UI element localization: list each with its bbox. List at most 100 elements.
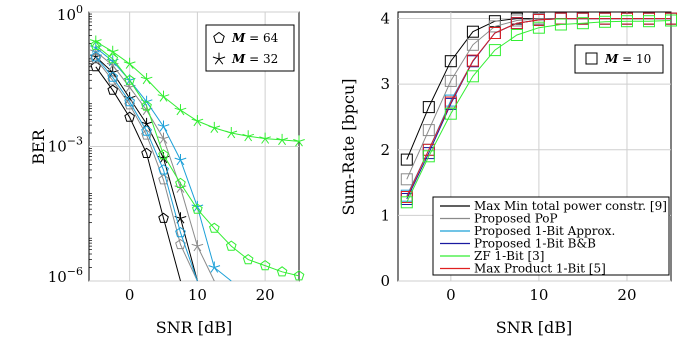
sumrate-point (621, 15, 633, 28)
legend-m32-value: = 32 (249, 52, 278, 66)
svg-text:M = 32: M = 32 (231, 52, 278, 66)
sumrate-ylabel: Sum-Rate [bpcu] (339, 78, 358, 215)
sumrate-point (466, 70, 479, 83)
ber-point (157, 132, 170, 144)
ber-xtick-label: 10 (188, 286, 207, 304)
ber-point (208, 121, 221, 133)
ber-point (158, 174, 169, 185)
sumrate-ytick-label: 0 (380, 272, 390, 290)
ber-point (225, 126, 238, 139)
sumrate-legend: Max Min total power constr. [9]Proposed … (432, 196, 670, 276)
sumrate-point (488, 44, 501, 57)
ber-legend-box (205, 24, 295, 72)
sumrate-point (510, 29, 523, 41)
legend-m64-label: M (231, 31, 246, 45)
ber-series (89, 35, 305, 282)
legend-pentagon-marker (213, 31, 225, 43)
ber-point (174, 153, 187, 166)
ber-xtick-label: 20 (256, 286, 275, 304)
ber-point (293, 270, 305, 281)
ber-point (89, 41, 102, 53)
sumrate-point (444, 55, 457, 68)
ber-xtick-label: 0 (125, 286, 135, 304)
ber-point (192, 203, 203, 214)
sumrate-point (400, 173, 413, 186)
ber-point (106, 45, 119, 57)
ber-point (90, 39, 102, 50)
sumrate-point (466, 25, 479, 38)
ber-point (174, 104, 187, 116)
sumrate-point (422, 150, 435, 163)
ber-ylabel: BER (29, 128, 48, 164)
ber-panel: 0 10 20 10−6 10−3 100 SNR [dB] BER M = 64 M =… (29, 3, 305, 337)
ber-point (141, 147, 152, 158)
sumrate-legend-box (432, 196, 670, 276)
sumrate-point (532, 21, 545, 34)
ber-point (141, 125, 152, 136)
ber-point (107, 84, 119, 95)
ber-point (175, 226, 186, 238)
ber-point (158, 212, 169, 223)
ber-point (276, 266, 288, 277)
ber-point (90, 51, 102, 62)
sumrate-ytick-label: 3 (380, 75, 390, 93)
sumrate-xtick-label: 0 (446, 286, 456, 304)
ber-point (191, 114, 204, 127)
ber-legend: M = 64 M = 32 (205, 24, 295, 72)
ber-point (124, 74, 135, 85)
ber-point (158, 164, 169, 175)
sumrate-xtick-label: 10 (529, 286, 548, 304)
legend-m64-value: = 64 (249, 31, 279, 45)
ber-point (89, 35, 102, 47)
ber-point (225, 240, 237, 251)
annotation-box (574, 44, 664, 74)
sumrate-point (643, 15, 655, 28)
ber-point (107, 71, 119, 82)
ber-point (175, 177, 186, 188)
ber-series-line (95, 56, 198, 282)
ber-point (124, 96, 135, 107)
ber-series-line (95, 45, 300, 277)
legend-entry-label: Proposed PoP (474, 212, 558, 226)
sumrate-point (466, 54, 479, 67)
legend-entry-label: Proposed 1-Bit Approx. (474, 224, 615, 238)
sumrate-series-line (406, 18, 671, 198)
sumrate-point (400, 196, 413, 209)
sumrate-point (532, 13, 545, 26)
ber-point (293, 135, 305, 147)
ber-point (124, 111, 135, 122)
ber-point (191, 240, 204, 252)
ber-point (107, 53, 119, 64)
ber-point (276, 133, 288, 146)
sumrate-ytick-label: 4 (380, 10, 390, 28)
sumrate-annotation: M = 10 (574, 44, 664, 74)
ber-point (140, 95, 153, 107)
annotation-value: = 10 (622, 52, 651, 66)
legend-entry-label: Max Product 1-Bit [5] (474, 262, 606, 276)
ber-point (141, 100, 152, 111)
ber-ytick-label: 100 (57, 3, 83, 24)
sumrate-point (599, 15, 611, 28)
legend-star-marker (212, 52, 226, 65)
ber-series-line (95, 66, 181, 282)
ber-point (174, 212, 187, 224)
sumrate-ytick-label: 1 (380, 206, 390, 224)
ber-point (158, 149, 169, 160)
sumrate-point (488, 20, 501, 33)
ber-point (140, 72, 153, 85)
sumrate-ytick-label: 2 (380, 141, 390, 159)
sumrate-point (510, 17, 523, 30)
ber-point (259, 132, 271, 144)
ber-ticks: 0 10 20 10−6 10−3 100 (48, 3, 275, 304)
ber-point (106, 66, 119, 78)
ber-point (242, 130, 255, 142)
ber-point (242, 253, 254, 265)
ber-point (208, 261, 221, 273)
ber-point (259, 259, 271, 271)
sumrate-point (422, 101, 435, 114)
legend-entry-label: ZF 1-Bit [3] (474, 249, 544, 263)
ber-point (157, 120, 170, 132)
svg-text:M = 64: M = 64 (231, 31, 279, 45)
ber-point (157, 90, 170, 102)
